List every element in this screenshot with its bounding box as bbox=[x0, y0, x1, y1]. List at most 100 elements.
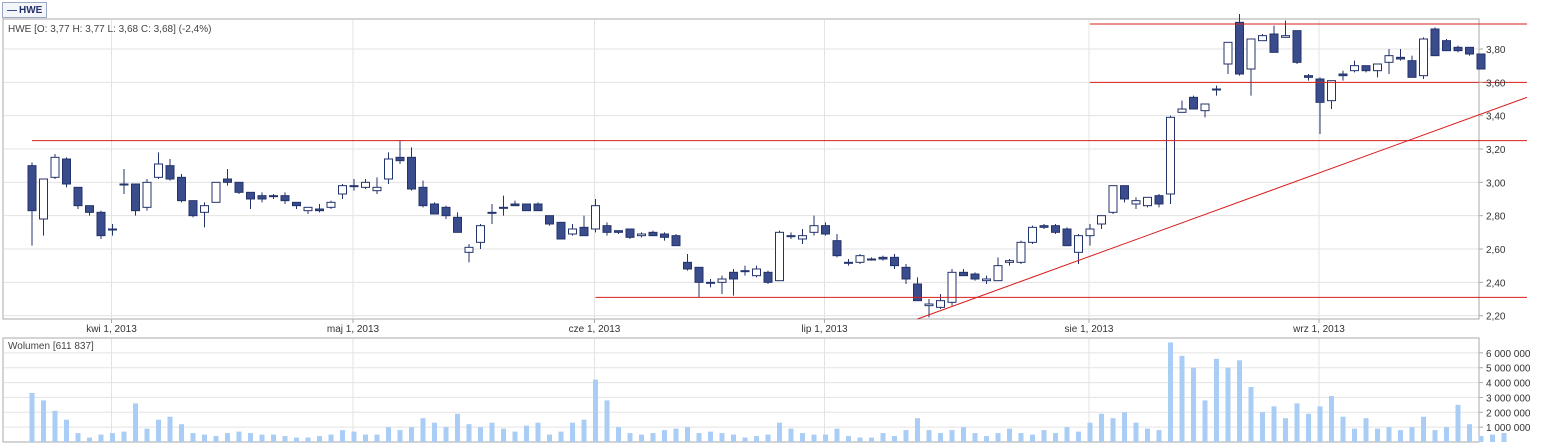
candle-body-up bbox=[775, 231, 784, 282]
volume-bar bbox=[719, 433, 725, 442]
volume-bar bbox=[662, 430, 667, 442]
candlestick-series bbox=[27, 14, 1486, 318]
candle-body-down bbox=[683, 261, 692, 270]
volume-bar bbox=[811, 434, 817, 442]
volume-panel-frame bbox=[2, 337, 1480, 443]
volume-bar bbox=[1214, 358, 1219, 442]
date-tick-label: wrz 1, 2013 bbox=[1292, 324, 1345, 335]
volume-bar bbox=[685, 427, 690, 442]
candle-body-up bbox=[142, 181, 152, 208]
candle-body-up bbox=[211, 181, 221, 203]
candle-body-down bbox=[1396, 56, 1405, 60]
candle-body-up bbox=[338, 185, 347, 195]
candle-body-up bbox=[717, 278, 727, 283]
candle-body-up bbox=[361, 181, 370, 188]
volume-bar bbox=[1030, 434, 1035, 442]
volume-bar bbox=[639, 434, 644, 442]
drawn-lines bbox=[32, 23, 1528, 320]
candle-body-up bbox=[1005, 260, 1014, 263]
volume-bar bbox=[1455, 404, 1461, 442]
volume-bar bbox=[1501, 433, 1507, 442]
volume-bar bbox=[616, 427, 621, 442]
volume-bar bbox=[857, 437, 863, 442]
candle-body-down bbox=[1476, 53, 1486, 70]
volume-bar bbox=[892, 436, 897, 442]
candle-body-down bbox=[177, 176, 186, 202]
volume-bar bbox=[294, 437, 299, 442]
volume-bar bbox=[558, 431, 564, 442]
volume-bar bbox=[1110, 418, 1116, 442]
candle-body-down bbox=[165, 165, 175, 180]
candle-body-up bbox=[1016, 241, 1026, 263]
candle-body-down bbox=[96, 211, 106, 237]
price-panel-header: HWE [O: 3,77 H: 3,77 L: 3,68 C: 3,68] (-… bbox=[8, 24, 211, 35]
candle-body-down bbox=[73, 186, 83, 207]
volume-bar bbox=[75, 433, 81, 442]
volume-bar bbox=[593, 379, 598, 442]
candle-body-up bbox=[1419, 38, 1428, 77]
candle-body-up bbox=[1166, 116, 1175, 195]
price-y-axis: 2,20 2,40 2,60 2,80 3,00 3,20 3,40 3,60 3,80 bbox=[1479, 45, 1506, 323]
volume-bar bbox=[834, 428, 840, 442]
candle-body-up bbox=[499, 206, 508, 209]
volume-bar bbox=[765, 434, 771, 442]
candle-body-down bbox=[62, 158, 71, 185]
volume-bar bbox=[190, 433, 196, 442]
price-tick-label: 3,20 bbox=[1486, 145, 1506, 156]
candle-body-up bbox=[740, 270, 750, 273]
volume-bar bbox=[121, 431, 127, 442]
volume-bar bbox=[501, 428, 506, 442]
volume-bar bbox=[1386, 427, 1392, 442]
price-tick-label: 2,40 bbox=[1486, 278, 1506, 289]
date-tick-label: lip 1, 2013 bbox=[801, 324, 848, 335]
legend-symbol-button[interactable]: HWE bbox=[2, 2, 48, 18]
volume-bar bbox=[1375, 428, 1380, 442]
candle-body-up bbox=[1281, 35, 1290, 38]
volume-bar bbox=[926, 430, 932, 442]
volume-bar bbox=[581, 419, 587, 442]
volume-tick-label: 1 000 000 bbox=[1486, 423, 1531, 434]
legend-symbol-label: HWE bbox=[19, 5, 43, 16]
volume-bar bbox=[1409, 427, 1415, 442]
volume-bar bbox=[650, 433, 656, 442]
volume-bar bbox=[696, 433, 702, 442]
candle-body-up bbox=[1384, 55, 1394, 63]
price-tick-label: 3,80 bbox=[1486, 45, 1506, 56]
volume-bar bbox=[1237, 360, 1242, 442]
volume-bar bbox=[823, 434, 828, 442]
volume-bar bbox=[248, 433, 253, 442]
volume-tick-label: 5 000 000 bbox=[1486, 364, 1531, 375]
volume-bar bbox=[420, 418, 426, 442]
volume-bar bbox=[41, 400, 46, 442]
candle-body-down bbox=[729, 271, 738, 280]
volume-bar bbox=[915, 418, 920, 442]
volume-bar bbox=[1145, 428, 1150, 442]
volume-bar bbox=[179, 424, 184, 442]
candle-body-up bbox=[752, 268, 761, 277]
volume-bar bbox=[673, 428, 679, 442]
volume-bar bbox=[788, 428, 794, 442]
candle-body-up bbox=[1327, 80, 1336, 102]
candle-body-up bbox=[1085, 228, 1095, 237]
volume-bar bbox=[340, 430, 345, 442]
date-x-axis: kwi 1, 2013 maj 1, 2013 cze 1, 2013 lip 1, … bbox=[86, 319, 1345, 335]
candle-body-down bbox=[234, 181, 244, 193]
volume-bar bbox=[52, 410, 58, 442]
candle-body-up bbox=[844, 261, 853, 264]
volume-bar bbox=[1225, 367, 1231, 442]
volume-bar bbox=[1271, 406, 1277, 442]
volume-bar bbox=[466, 424, 472, 442]
volume-panel-header: Wolumen [611 837] bbox=[8, 341, 94, 352]
volume-bar bbox=[972, 433, 978, 442]
date-tick-label: maj 1, 2013 bbox=[327, 324, 380, 335]
volume-bar bbox=[1179, 355, 1185, 442]
candle-body-up bbox=[1212, 88, 1221, 91]
volume-bar bbox=[742, 437, 748, 442]
volume-bar bbox=[213, 436, 219, 442]
candle-body-down bbox=[913, 283, 922, 302]
volume-bar bbox=[156, 419, 161, 442]
candle-body-down bbox=[1453, 46, 1463, 52]
volume-bar bbox=[869, 437, 874, 442]
candle-body-up bbox=[487, 211, 497, 214]
candle-body-down bbox=[625, 228, 635, 238]
